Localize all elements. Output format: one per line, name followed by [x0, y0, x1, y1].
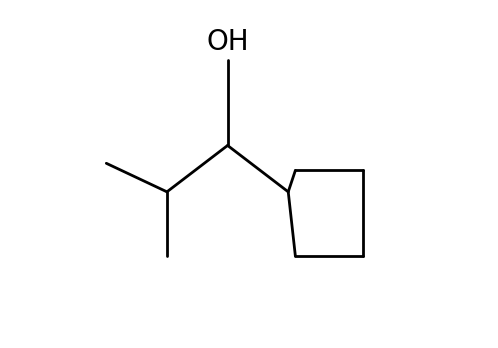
Text: OH: OH	[206, 28, 249, 56]
